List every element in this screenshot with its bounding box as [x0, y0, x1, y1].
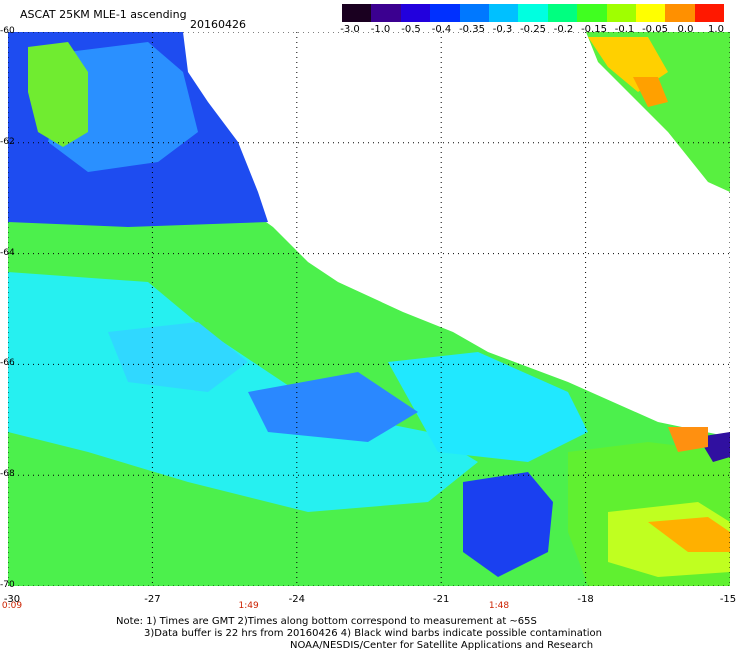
note-line-1: Note: 1) Times are GMT 2)Times along bot…	[116, 616, 537, 627]
colorbar-label: -1.0	[370, 24, 391, 35]
longitude-label: -15	[719, 594, 737, 605]
swath-region	[668, 427, 708, 452]
image-title: ASCAT 25KM MLE-1 ascending	[20, 8, 187, 21]
colorbar-swatch	[635, 4, 666, 22]
colorbar-label: -0.3	[492, 24, 513, 35]
time-label: 1:48	[488, 601, 510, 611]
colorbar-swatch	[400, 4, 431, 22]
swath-region	[648, 517, 730, 552]
time-label: 1:49	[238, 601, 259, 611]
swath-region	[633, 77, 668, 107]
colorbar-label: -0.1	[614, 24, 635, 35]
colorbar-label: -0.2	[553, 24, 574, 35]
colorbar-swatch	[342, 4, 372, 22]
colorbar-label: -0.5	[401, 24, 421, 35]
colorbar-swatch	[371, 4, 401, 22]
colorbar-label: -0.25	[520, 24, 546, 35]
swath-region	[388, 352, 588, 462]
swath-map	[8, 32, 730, 586]
swath-region	[28, 42, 88, 147]
swath-region	[248, 372, 418, 442]
colorbar-label: -3.0	[340, 24, 360, 35]
latitude-label: -62	[0, 136, 15, 147]
latitude-label: -64	[0, 247, 15, 258]
colorbar-label: -0.15	[581, 24, 607, 35]
swath-region	[463, 472, 553, 577]
colorbar-swatch	[430, 4, 460, 22]
latitude-label: -68	[0, 469, 15, 480]
note-line-2: 3)Data buffer is 22 hrs from 20160426 4)…	[144, 628, 602, 639]
longitude-label: -24	[288, 594, 305, 605]
colorbar	[342, 4, 725, 22]
longitude-label: -30	[3, 594, 21, 605]
colorbar-swatch	[606, 4, 636, 22]
colorbar-swatch	[694, 4, 725, 22]
latitude-label: -66	[0, 358, 15, 369]
colorbar-swatch	[459, 4, 489, 22]
time-label: 0:09	[1, 601, 23, 611]
latitude-label: -60	[0, 26, 15, 36]
longitude-label: -18	[577, 594, 594, 605]
swath-region	[108, 322, 248, 392]
note-line-3: NOAA/NESDIS/Center for Satellite Applica…	[290, 640, 594, 651]
colorbar-swatch	[518, 4, 548, 22]
colorbar-label: 1.0	[708, 24, 724, 35]
colorbar-swatch	[665, 4, 695, 22]
image-date: 20160426	[190, 18, 246, 31]
colorbar-label: 0.0	[677, 24, 694, 35]
latitude-label: -70	[0, 580, 15, 590]
colorbar-label: -0.4	[431, 24, 452, 35]
colorbar-swatch	[547, 4, 578, 22]
colorbar-label: -0.35	[459, 24, 485, 35]
longitude-label: -21	[433, 594, 450, 605]
colorbar-label: -0.05	[642, 24, 668, 35]
longitude-label: -27	[144, 594, 161, 605]
colorbar-swatch	[488, 4, 519, 22]
colorbar-swatch	[577, 4, 607, 22]
